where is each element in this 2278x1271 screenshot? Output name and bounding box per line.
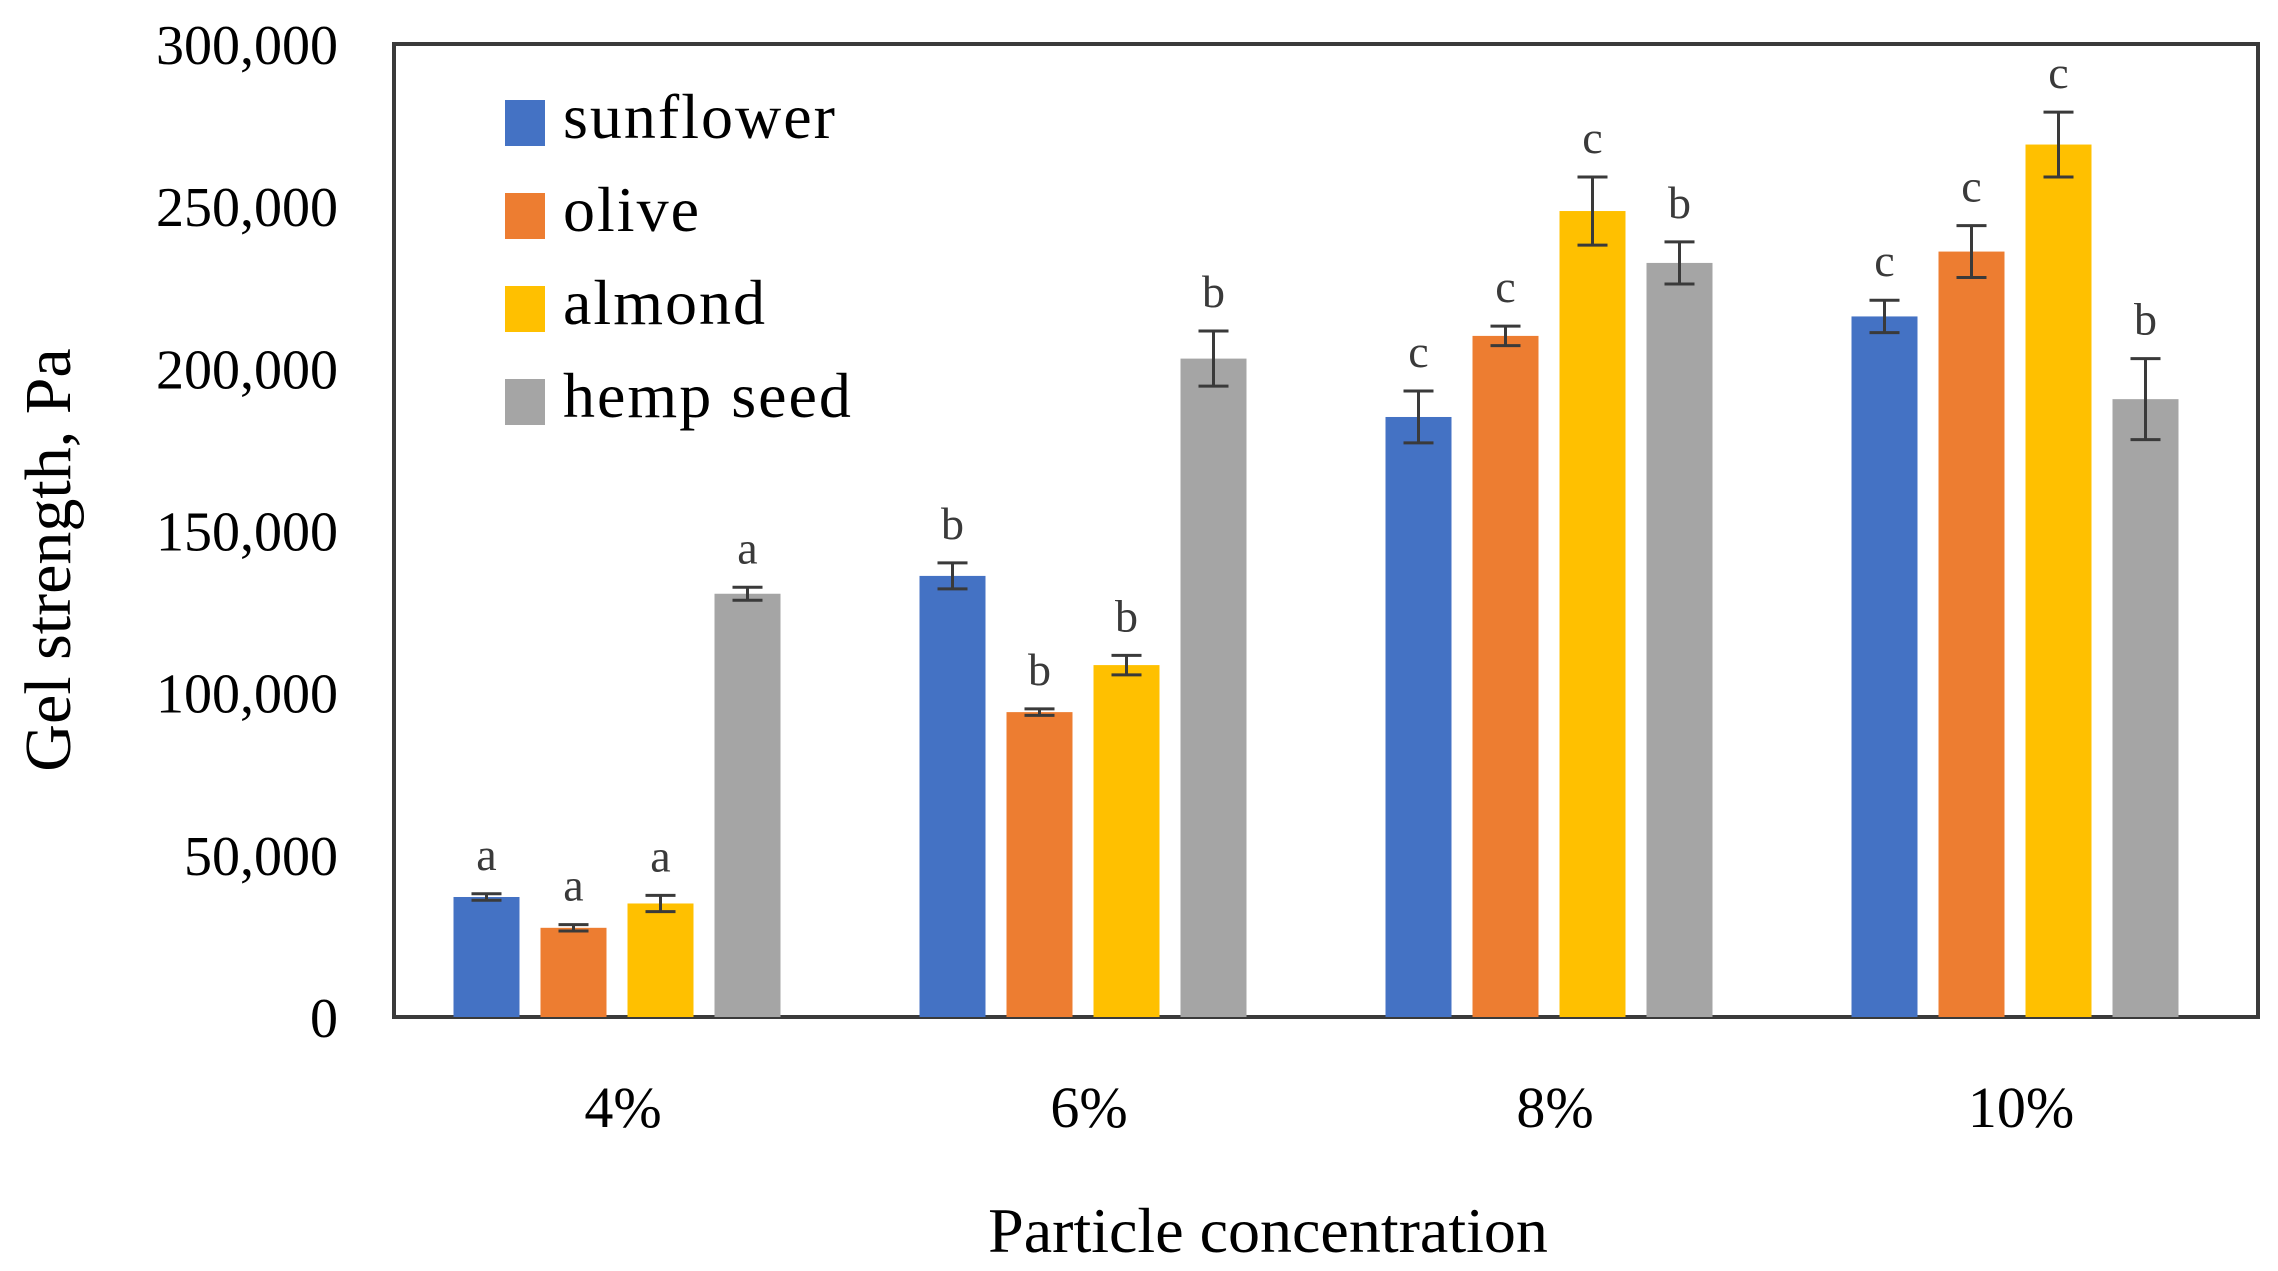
significance-letter: b [1115, 590, 1138, 641]
significance-letter: c [1408, 326, 1428, 377]
significance-letter: b [1028, 644, 1051, 695]
x-tick-label: 10% [1968, 1075, 2074, 1140]
legend-swatch [505, 100, 545, 146]
y-tick-label: 250,000 [156, 177, 338, 239]
significance-letter: a [650, 830, 670, 881]
y-tick-label: 100,000 [156, 664, 338, 726]
plot-frame [392, 42, 2260, 1019]
significance-letter: b [1668, 177, 1691, 228]
bar [627, 903, 694, 1017]
significance-letter: c [1582, 112, 1602, 163]
x-tick-label: 8% [1516, 1075, 1593, 1140]
significance-letter: c [1961, 161, 1981, 212]
significance-letter: c [1874, 235, 1894, 286]
bar [1006, 712, 1073, 1017]
y-tick-label: 200,000 [156, 339, 338, 401]
significance-letter: b [941, 498, 964, 549]
legend-label: almond [563, 267, 767, 338]
bar [2112, 399, 2179, 1017]
significance-letter: a [737, 522, 757, 573]
bar [919, 575, 986, 1017]
legend: sunflower olive almond hemp seed [505, 81, 853, 431]
x-tick-label: 4% [584, 1075, 661, 1140]
bar [1559, 211, 1626, 1017]
bar [2025, 144, 2092, 1017]
x-tick-label: 6% [1050, 1075, 1127, 1140]
significance-letter: c [1495, 261, 1515, 312]
legend-swatch [505, 286, 545, 332]
bar [540, 927, 607, 1017]
bar [1472, 335, 1539, 1017]
significance-letter: a [563, 860, 583, 911]
y-tick-label: 300,000 [156, 15, 338, 77]
y-tick-label: 150,000 [156, 502, 338, 564]
y-tick-label: 50,000 [184, 826, 338, 888]
bar [1180, 358, 1247, 1017]
bar [1093, 665, 1160, 1017]
legend-swatch [505, 379, 545, 425]
bar [1385, 416, 1452, 1017]
legend-swatch [505, 193, 545, 239]
y-tick-label: 0 [310, 988, 338, 1050]
bar [1938, 251, 2005, 1017]
bar [714, 593, 781, 1017]
bar [1851, 316, 1918, 1017]
legend-label: olive [563, 174, 701, 245]
legend-label: sunflower [563, 81, 837, 152]
significance-letter: c [2048, 47, 2068, 98]
significance-letter: b [2134, 294, 2157, 345]
bar [453, 896, 520, 1017]
legend-label: hemp seed [563, 360, 853, 431]
significance-letter: a [476, 829, 496, 880]
bar [1646, 262, 1713, 1017]
x-axis-label: Particle concentration [988, 1195, 1548, 1266]
significance-letter: b [1202, 266, 1225, 317]
y-axis-label: Gel strength, Pa [12, 348, 85, 771]
plot-area: 0 50,000 100,000 150,000 200,000 250,000 300,0… [156, 15, 2260, 1140]
